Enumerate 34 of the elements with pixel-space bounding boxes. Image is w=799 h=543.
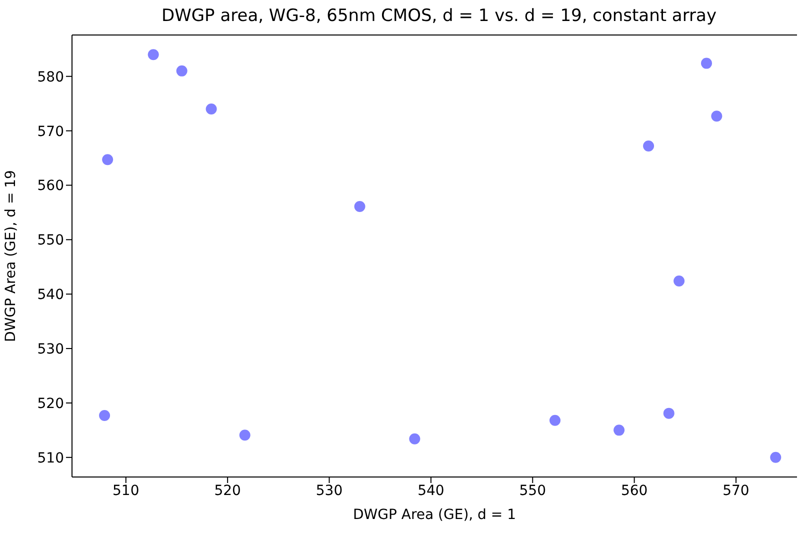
x-tick-label: 540 [418, 482, 444, 499]
point [663, 408, 674, 419]
y-tick-label: 510 [37, 450, 64, 466]
x-tick-label: 510 [112, 482, 140, 499]
point [102, 154, 114, 166]
point [674, 276, 685, 287]
y-tick-label: 580 [37, 69, 64, 86]
point [643, 140, 654, 152]
point [770, 452, 782, 463]
y-tick-label: 570 [37, 124, 64, 140]
point [148, 49, 159, 60]
x-axis-title: DWGP Area (GE), d = 1 [353, 507, 516, 523]
x-tick-label: 520 [214, 482, 241, 499]
y-tick-label: 540 [37, 287, 64, 304]
y-tick-label: 530 [37, 342, 64, 358]
point [176, 65, 188, 76]
point [206, 104, 217, 115]
x-tick-label: 570 [722, 482, 750, 499]
y-tick-label: 560 [37, 178, 64, 194]
point [614, 424, 625, 436]
point [409, 433, 420, 444]
x-tick-label: 550 [519, 482, 546, 499]
point [239, 430, 250, 441]
point [549, 414, 560, 426]
point [701, 58, 712, 69]
x-tick-label: 530 [316, 482, 343, 499]
point [99, 410, 110, 421]
point [354, 200, 366, 212]
chart-title: DWGP area, WG-8, 65nm CMOS, d = 1 vs. d = 19, constant array [160, 6, 718, 26]
point [711, 110, 722, 122]
y-tick-label: 550 [37, 232, 64, 249]
y-axis-title: DWGP Area (GE), d = 19 [2, 170, 19, 342]
y-tick-label: 520 [37, 396, 64, 412]
x-tick-label: 560 [620, 482, 648, 499]
